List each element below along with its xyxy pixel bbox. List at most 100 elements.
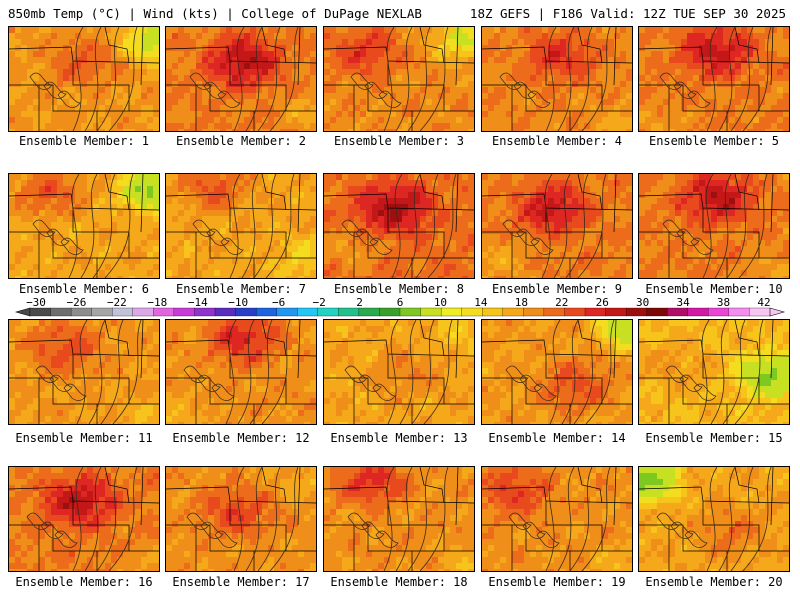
temperature-cell <box>548 180 555 187</box>
temperature-cell <box>256 105 263 112</box>
temperature-cell <box>27 276 34 278</box>
temperature-cell <box>117 270 124 277</box>
temperature-cell <box>292 246 299 253</box>
temperature-cell <box>57 320 64 327</box>
temperature-cell <box>693 123 700 130</box>
temperature-cell <box>414 246 421 253</box>
temperature-cell <box>590 51 597 58</box>
temperature-cell <box>681 99 688 106</box>
temperature-cell <box>777 87 784 94</box>
temperature-cell <box>663 252 670 259</box>
temperature-cell <box>324 276 331 278</box>
temperature-cell <box>444 186 451 193</box>
temperature-cell <box>456 75 463 82</box>
temperature-cell <box>45 362 52 369</box>
temperature-cell <box>512 222 519 229</box>
temperature-cell <box>705 57 712 64</box>
temperature-cell <box>45 210 52 217</box>
temperature-cell <box>274 198 281 205</box>
temperature-cell <box>354 105 361 112</box>
temperature-cell <box>262 228 269 235</box>
temperature-cell <box>512 210 519 217</box>
temperature-cell <box>274 216 281 223</box>
temperature-cell <box>414 180 421 187</box>
temperature-cell <box>645 228 652 235</box>
temperature-cell <box>45 264 52 271</box>
temperature-cell <box>426 240 433 247</box>
temperature-cell <box>57 252 64 259</box>
state-border <box>639 231 789 259</box>
temperature-cell <box>220 75 227 82</box>
temperature-cell <box>494 204 501 211</box>
temperature-cell <box>166 33 173 40</box>
temperature-cell <box>542 234 549 241</box>
temperature-cell <box>342 27 349 34</box>
temperature-cell <box>657 246 664 253</box>
temperature-cell <box>699 180 706 187</box>
temperature-cell <box>620 39 627 46</box>
temperature-cell <box>33 392 40 399</box>
temperature-cell <box>396 270 403 277</box>
temperature-cell <box>396 27 403 34</box>
temperature-cell <box>39 368 46 375</box>
temperature-cell <box>512 33 519 40</box>
temperature-cell <box>87 356 94 363</box>
temperature-cell <box>494 258 501 265</box>
temperature-cell <box>354 222 361 229</box>
temperature-cell <box>645 234 652 241</box>
temperature-cell <box>342 222 349 229</box>
temperature-cell <box>759 276 766 278</box>
temperature-cell <box>81 380 88 387</box>
temperature-cell <box>75 264 82 271</box>
temperature-cell <box>590 228 597 235</box>
temperature-cell <box>45 276 52 278</box>
temperature-cell <box>111 27 118 34</box>
temperature-cell <box>298 63 305 70</box>
temperature-cell <box>699 264 706 271</box>
temperature-cell <box>372 27 379 34</box>
temperature-cell <box>178 264 185 271</box>
temperature-cell <box>753 111 760 118</box>
temperature-cell <box>172 174 179 181</box>
temperature-cell <box>360 129 367 131</box>
temperature-cell <box>693 198 700 205</box>
temperature-cell <box>687 111 694 118</box>
temperature-cell <box>336 198 343 205</box>
temperature-cell <box>741 234 748 241</box>
ensemble-member-map <box>638 26 790 132</box>
temperature-cell <box>87 368 94 375</box>
temperature-cell <box>494 69 501 76</box>
temperature-cell <box>518 276 525 278</box>
temperature-cell <box>518 75 525 82</box>
temperature-cell <box>208 264 215 271</box>
temperature-cell <box>93 252 100 259</box>
temperature-cell <box>15 63 22 70</box>
temperature-cell <box>578 27 585 34</box>
temperature-cell <box>360 240 367 247</box>
temperature-cell <box>250 276 257 278</box>
temperature-cell <box>147 362 154 369</box>
temperature-cell <box>69 93 76 100</box>
temperature-cell <box>462 33 469 40</box>
temperature-cell <box>747 252 754 259</box>
temperature-cell <box>172 204 179 211</box>
temperature-cell <box>21 362 28 369</box>
temperature-cell <box>596 93 603 100</box>
temperature-cell <box>330 33 337 40</box>
temperature-field-map <box>482 174 632 278</box>
temperature-cell <box>777 258 784 265</box>
temperature-cell <box>723 123 730 130</box>
temperature-cell <box>614 228 621 235</box>
temperature-cell <box>717 258 724 265</box>
temperature-cell <box>500 222 507 229</box>
temperature-cell <box>93 264 100 271</box>
temperature-cell <box>196 27 203 34</box>
temperature-cell <box>420 276 427 278</box>
temperature-cell <box>741 45 748 52</box>
temperature-cell <box>147 332 154 339</box>
temperature-cell <box>426 258 433 265</box>
temperature-cell <box>129 332 136 339</box>
temperature-cell <box>596 216 603 223</box>
temperature-cell <box>438 33 445 40</box>
temperature-cell <box>548 51 555 58</box>
